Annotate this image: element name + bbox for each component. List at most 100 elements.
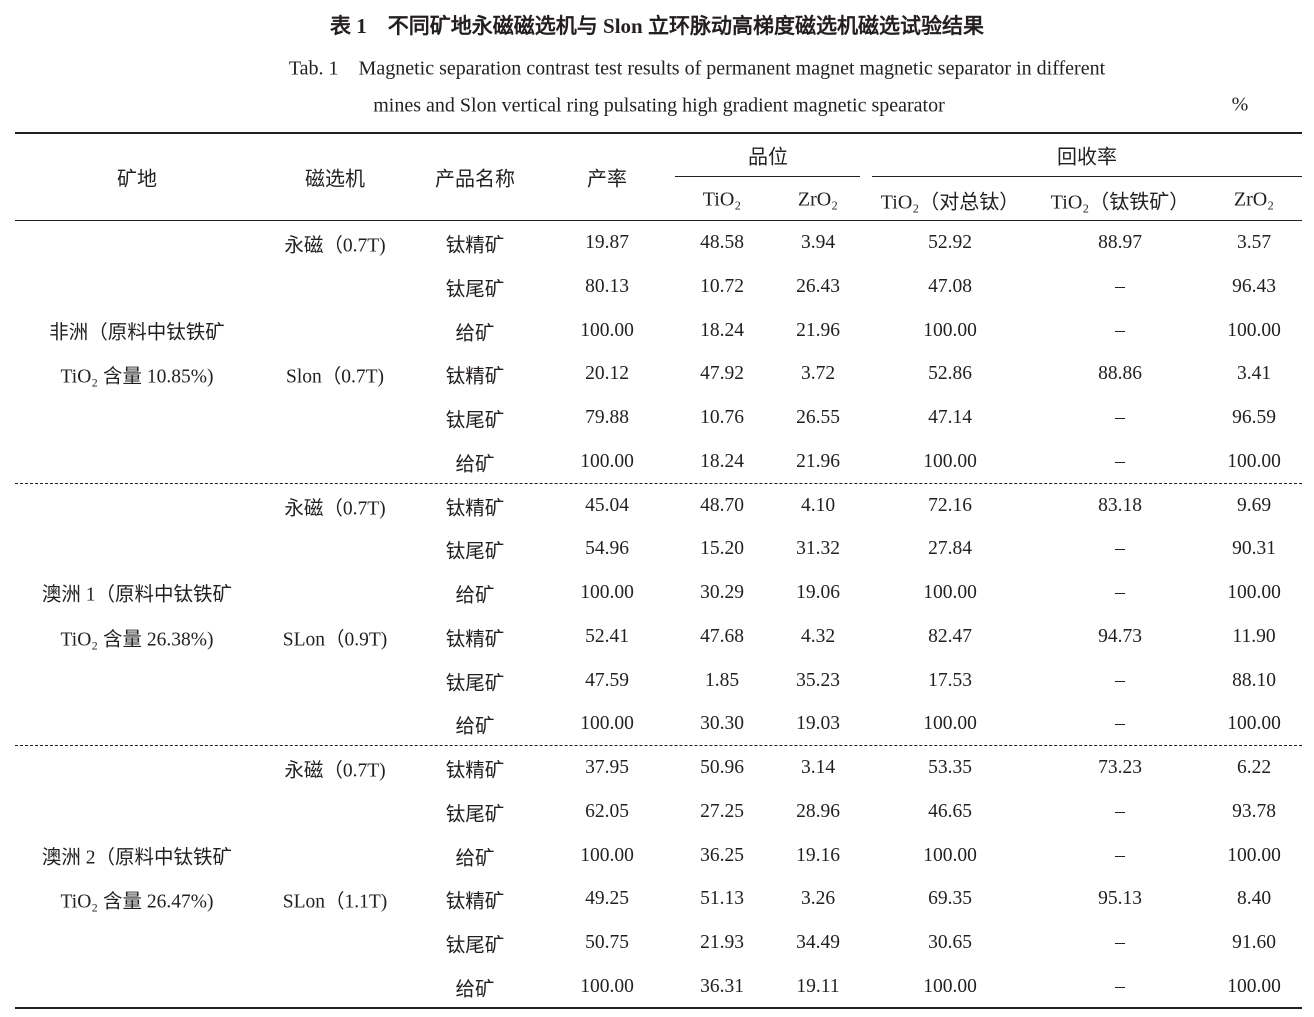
table-english-title-line1: Tab. 1 Magnetic separation contrast test…	[288, 57, 1106, 80]
grade-underline	[675, 176, 860, 178]
group-divider	[15, 483, 1302, 484]
unit-label: %	[1231, 93, 1249, 116]
product-name-cell: 钛精矿	[445, 629, 505, 651]
separator-label: 永磁（0.7T)	[284, 498, 386, 519]
value-cell: 73.23	[1098, 757, 1142, 778]
value-cell: 15.20	[700, 538, 744, 560]
value-cell: 46.65	[928, 800, 972, 822]
value-cell: 3.41	[1236, 363, 1272, 385]
value-cell: 4.32	[800, 625, 836, 647]
value-cell: 91.60	[1232, 932, 1276, 953]
header-mine: 矿地	[117, 168, 157, 191]
value-cell: 80.13	[585, 275, 629, 297]
value-cell: 6.22	[1236, 757, 1272, 778]
value-cell: –	[1115, 450, 1125, 472]
value-cell: 96.43	[1232, 275, 1276, 297]
value-cell: 88.86	[1098, 363, 1142, 385]
table-english-title-line2: mines and Slon vertical ring pulsating h…	[373, 94, 945, 117]
group-divider	[15, 745, 1302, 746]
separator-label: SLon（1.1T)	[282, 891, 388, 913]
value-cell: 48.70	[700, 494, 744, 516]
value-cell: –	[1115, 713, 1125, 735]
value-cell: 34.49	[796, 932, 840, 953]
value-cell: 19.06	[796, 582, 840, 603]
header-product: 产品名称	[435, 168, 515, 191]
value-cell: 100.00	[1227, 319, 1281, 341]
value-cell: 19.11	[796, 975, 840, 997]
value-cell: 100.00	[1227, 450, 1281, 472]
value-cell: 18.24	[700, 319, 744, 341]
value-cell: 90.31	[1232, 538, 1276, 560]
value-cell: –	[1115, 844, 1125, 866]
value-cell: 94.73	[1098, 625, 1142, 647]
value-cell: 49.25	[585, 888, 629, 910]
value-cell: 100.00	[580, 450, 634, 472]
value-cell: 100.00	[923, 844, 977, 866]
value-cell: 27.84	[928, 538, 972, 560]
value-cell: 52.41	[585, 625, 629, 647]
value-cell: 47.14	[928, 407, 972, 428]
value-cell: 50.96	[700, 757, 744, 778]
value-cell: 62.05	[585, 800, 629, 822]
value-cell: 30.29	[700, 582, 744, 603]
value-cell: 10.72	[700, 275, 744, 297]
value-cell: 100.00	[580, 844, 634, 866]
value-cell: 27.25	[700, 800, 744, 822]
product-name-cell: 钛尾矿	[445, 935, 505, 957]
value-cell: 100.00	[1227, 975, 1281, 997]
value-cell: 100.00	[580, 713, 634, 735]
product-name-cell: 钛精矿	[445, 366, 505, 388]
value-cell: 100.00	[580, 582, 634, 603]
value-cell: 100.00	[923, 319, 977, 341]
value-cell: 37.95	[585, 757, 629, 778]
value-cell: 26.55	[796, 407, 840, 428]
value-cell: 3.26	[800, 888, 836, 910]
header-separator: 磁选机	[305, 168, 365, 191]
value-cell: 52.92	[928, 232, 972, 253]
region-label: TiO₂ 含量 26.38%)	[60, 629, 214, 651]
product-name-cell: 钛精矿	[445, 498, 505, 519]
value-cell: 35.23	[796, 669, 840, 691]
region-label: 非洲（原料中钛铁矿	[49, 322, 225, 343]
header-recovery-tio2-total: TiO₂（对总钛）	[880, 191, 1020, 214]
product-name-cell: 钛尾矿	[445, 410, 505, 432]
header-grade-tio2: TiO₂	[702, 188, 742, 211]
value-cell: 47.08	[928, 275, 972, 297]
product-name-cell: 钛精矿	[445, 235, 505, 257]
value-cell: 30.30	[700, 713, 744, 735]
value-cell: 11.90	[1232, 625, 1276, 647]
value-cell: –	[1115, 800, 1125, 822]
value-cell: 93.78	[1232, 800, 1276, 822]
value-cell: 3.14	[800, 757, 836, 778]
region-label: 澳洲 1（原料中钛铁矿	[41, 584, 233, 606]
value-cell: 96.59	[1232, 407, 1276, 428]
separator-label: SLon（0.9T)	[282, 629, 388, 651]
value-cell: 26.43	[796, 275, 840, 297]
value-cell: 19.87	[585, 232, 629, 253]
value-cell: –	[1115, 538, 1125, 560]
value-cell: 54.96	[585, 538, 629, 560]
header-recovery-zro2: ZrO₂	[1233, 188, 1275, 211]
value-cell: 36.25	[700, 844, 744, 866]
product-name-cell: 给矿	[455, 848, 495, 869]
value-cell: 95.13	[1098, 888, 1142, 910]
value-cell: 50.75	[585, 932, 629, 953]
value-cell: 19.03	[796, 713, 840, 735]
header-grade-zro2: ZrO₂	[797, 188, 839, 211]
value-cell: 88.10	[1232, 669, 1276, 691]
product-name-cell: 给矿	[455, 454, 495, 476]
value-cell: 1.85	[704, 669, 740, 691]
product-name-cell: 给矿	[455, 323, 495, 344]
value-cell: 100.00	[1227, 582, 1281, 603]
value-cell: 19.16	[796, 844, 840, 866]
value-cell: 100.00	[1227, 713, 1281, 735]
product-name-cell: 钛精矿	[445, 760, 505, 782]
value-cell: 100.00	[923, 975, 977, 997]
value-cell: 100.00	[580, 975, 634, 997]
value-cell: 79.88	[585, 407, 629, 428]
value-cell: 51.13	[700, 888, 744, 910]
value-cell: 3.72	[800, 363, 836, 385]
value-cell: 36.31	[700, 975, 744, 997]
value-cell: 100.00	[1227, 844, 1281, 866]
value-cell: 83.18	[1098, 494, 1142, 516]
